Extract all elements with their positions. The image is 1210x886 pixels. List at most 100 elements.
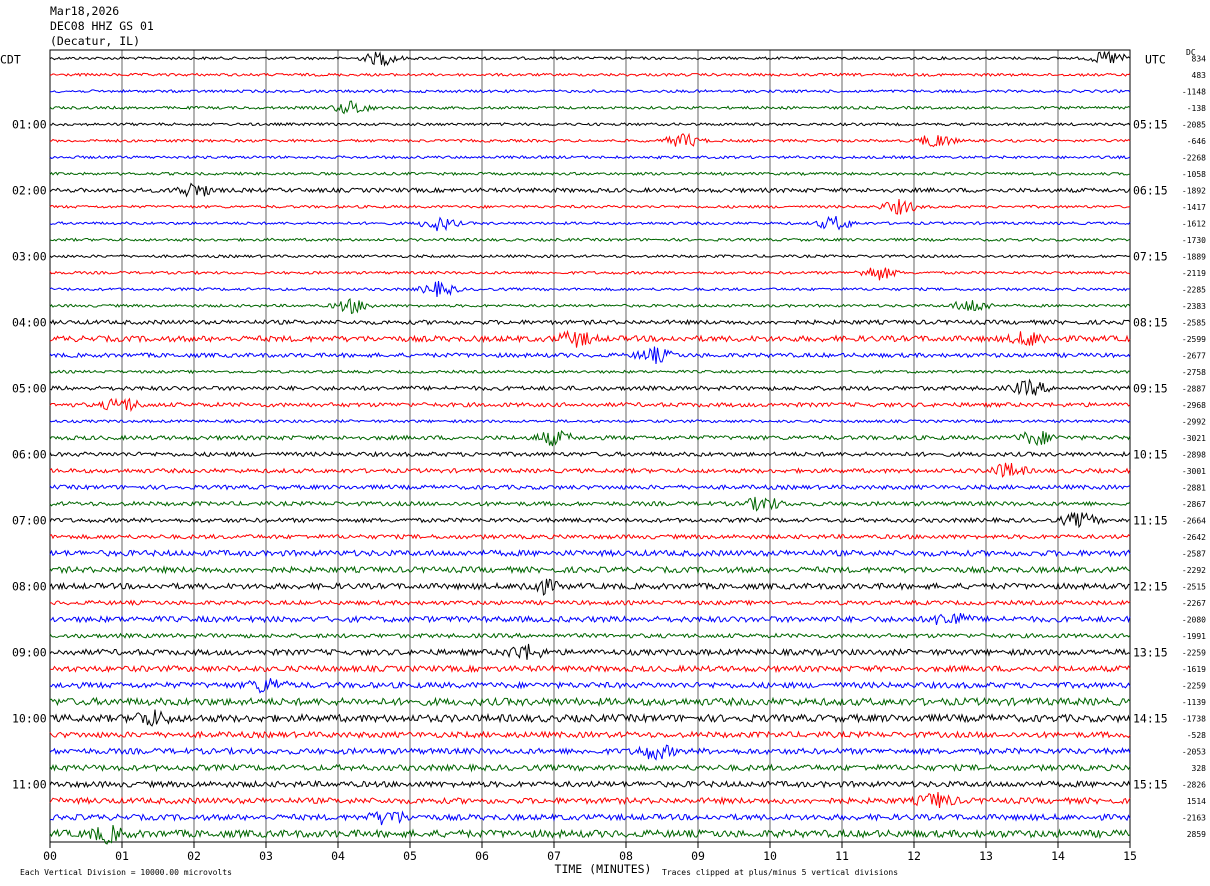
x-tick-label: 08 (619, 849, 633, 863)
plot-date: Mar18,2026 (50, 4, 120, 18)
seismic-trace (49, 643, 1131, 660)
right-timezone-label: UTC (1145, 53, 1166, 67)
dc-offset-value: -2080 (1182, 615, 1206, 624)
x-tick-label: 05 (403, 849, 417, 863)
seismic-trace (49, 779, 1131, 789)
dc-offset-value: -2677 (1182, 351, 1206, 360)
dc-header: DC (1186, 48, 1196, 57)
dc-offset-value: -3001 (1182, 467, 1206, 476)
right-hour-label: 14:15 (1133, 711, 1168, 725)
left-hour-label: 06:00 (12, 447, 47, 461)
dc-offset-value: -1619 (1182, 665, 1206, 674)
dc-offset-value: -1991 (1182, 632, 1206, 641)
seismic-trace (49, 632, 1131, 639)
seismic-trace (49, 578, 1131, 596)
seismic-trace (49, 100, 1131, 115)
dc-offset-value: -2515 (1182, 582, 1206, 591)
dc-offset-value: -2259 (1182, 681, 1206, 690)
dc-offset-value: -3021 (1182, 434, 1206, 443)
dc-offset-value: -646 (1187, 137, 1206, 146)
dc-offset-value: 328 (1192, 764, 1207, 773)
dc-offset-value: -2992 (1182, 417, 1206, 426)
x-tick-label: 11 (835, 849, 849, 863)
left-hour-label: 04:00 (12, 315, 47, 329)
dc-offset-value: -2867 (1182, 500, 1206, 509)
dc-offset-value: -2053 (1182, 747, 1206, 756)
right-hour-label: 13:15 (1133, 645, 1168, 659)
dc-offset-value: -1139 (1182, 698, 1206, 707)
left-hour-label: 03:00 (12, 249, 47, 263)
seismic-trace (49, 215, 1131, 232)
x-tick-label: 09 (691, 849, 705, 863)
x-tick-label: 04 (331, 849, 345, 863)
seismic-trace (49, 267, 1131, 281)
dc-offset-value: -2119 (1182, 269, 1206, 278)
seismic-trace (49, 483, 1131, 491)
seismic-trace (49, 253, 1131, 259)
seismic-trace (49, 378, 1131, 396)
left-hour-label: 05:00 (12, 381, 47, 395)
x-tick-label: 12 (907, 849, 921, 863)
seismic-trace (49, 678, 1131, 694)
seismic-trace (49, 548, 1131, 558)
x-tick-label: 01 (115, 849, 129, 863)
dc-offset-value: 483 (1192, 71, 1207, 80)
left-hour-label: 08:00 (12, 579, 47, 593)
right-hour-label: 11:15 (1133, 513, 1168, 527)
left-hour-label: 01:00 (12, 117, 47, 131)
x-tick-label: 07 (547, 849, 561, 863)
dc-offset-value: -2968 (1182, 401, 1206, 410)
dc-offset-value: -1892 (1182, 186, 1206, 195)
seismic-trace (49, 744, 1131, 761)
dc-offset-value: -1889 (1182, 252, 1206, 261)
x-tick-label: 13 (979, 849, 993, 863)
seismic-trace (50, 88, 1131, 94)
x-tick-label: 10 (763, 849, 777, 863)
dc-offset-value: -1417 (1182, 203, 1206, 212)
right-hour-label: 07:15 (1133, 249, 1168, 263)
dc-offset-value: -2887 (1182, 384, 1206, 393)
station-location: (Decatur, IL) (50, 34, 141, 48)
right-hour-label: 12:15 (1133, 579, 1168, 593)
seismic-trace (49, 565, 1131, 575)
x-tick-label: 00 (43, 849, 57, 863)
dc-offset-value: -1730 (1182, 236, 1206, 245)
seismic-trace (49, 599, 1131, 607)
vertical-division-note: Each Vertical Division = 10000.00 microv… (20, 868, 232, 877)
x-axis-label: TIME (MINUTES) (555, 862, 652, 876)
seismic-trace (49, 318, 1131, 326)
seismic-trace (49, 297, 1131, 315)
seismic-trace (49, 450, 1131, 458)
dc-offset-value: -2642 (1182, 533, 1206, 542)
seismic-trace (49, 50, 1131, 67)
seismic-trace (49, 346, 1131, 365)
dc-offset-value: -2758 (1182, 368, 1206, 377)
seismic-trace (49, 419, 1131, 424)
dc-offset-value: -2285 (1182, 285, 1206, 294)
left-hour-label: 09:00 (12, 645, 47, 659)
dc-offset-value: -2292 (1182, 566, 1206, 575)
seismic-trace (49, 397, 1131, 413)
right-hour-label: 08:15 (1133, 315, 1168, 329)
left-hour-label: 07:00 (12, 513, 47, 527)
seismic-trace (49, 182, 1131, 198)
seismic-trace (49, 810, 1131, 826)
seismic-trace (49, 154, 1131, 160)
dc-offset-value: -2898 (1182, 450, 1206, 459)
plot-frame (49, 49, 1131, 843)
seismic-trace (49, 132, 1131, 148)
dc-offset-value: -2585 (1182, 318, 1206, 327)
dc-offset-value: -2587 (1182, 549, 1206, 558)
seismic-trace (49, 511, 1131, 529)
seismic-trace (49, 792, 1131, 808)
dc-offset-value: 1514 (1187, 797, 1206, 806)
dc-offset-value: -2163 (1182, 813, 1206, 822)
seismic-trace (49, 696, 1131, 708)
x-tick-label: 14 (1051, 849, 1065, 863)
x-tick-label: 02 (187, 849, 201, 863)
station-name: DEC08 HHZ GS 01 (50, 19, 154, 33)
dc-offset-value: -528 (1187, 731, 1206, 740)
dc-offset-value: -1612 (1182, 219, 1206, 228)
dc-offset-value: -2259 (1182, 648, 1206, 657)
